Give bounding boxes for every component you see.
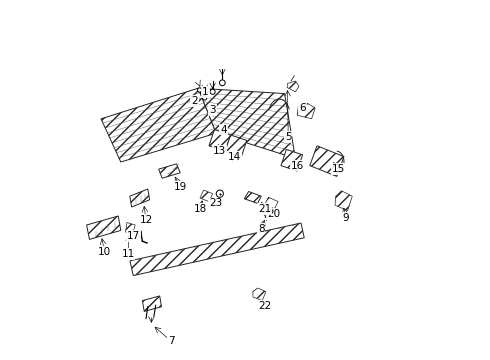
Polygon shape (200, 190, 213, 202)
Polygon shape (335, 191, 352, 211)
Polygon shape (297, 103, 315, 119)
Text: 3: 3 (209, 105, 216, 115)
Text: 4: 4 (220, 125, 227, 135)
Text: 13: 13 (213, 146, 226, 156)
Text: 19: 19 (173, 182, 187, 192)
Polygon shape (281, 149, 303, 171)
Text: 16: 16 (291, 161, 304, 171)
Polygon shape (310, 146, 344, 176)
Circle shape (210, 89, 215, 94)
Text: 11: 11 (122, 249, 135, 259)
Circle shape (220, 80, 225, 86)
Text: 23: 23 (209, 198, 222, 208)
Polygon shape (198, 88, 295, 158)
Polygon shape (101, 88, 216, 162)
Polygon shape (159, 164, 180, 178)
Polygon shape (209, 130, 231, 151)
Text: 10: 10 (98, 247, 111, 257)
Polygon shape (245, 192, 261, 203)
Circle shape (202, 96, 207, 100)
Text: 7: 7 (168, 336, 174, 346)
Text: 21: 21 (258, 204, 271, 214)
Polygon shape (125, 222, 135, 234)
Polygon shape (143, 296, 162, 311)
Text: 5: 5 (285, 132, 292, 142)
Polygon shape (265, 197, 278, 209)
Polygon shape (130, 189, 149, 207)
Text: 18: 18 (194, 204, 207, 214)
Text: 17: 17 (127, 231, 140, 241)
Text: 22: 22 (258, 301, 271, 311)
Text: 9: 9 (343, 213, 349, 223)
Polygon shape (253, 288, 266, 301)
Text: 20: 20 (267, 209, 280, 219)
Text: 15: 15 (332, 164, 345, 174)
Text: 12: 12 (139, 215, 152, 225)
Text: 6: 6 (299, 103, 306, 113)
Circle shape (197, 88, 202, 92)
Polygon shape (225, 135, 247, 157)
Polygon shape (287, 81, 299, 92)
Text: 8: 8 (258, 224, 265, 234)
Polygon shape (130, 223, 304, 276)
Circle shape (216, 190, 223, 197)
Text: 14: 14 (227, 152, 241, 162)
Text: 2: 2 (191, 96, 198, 106)
Polygon shape (87, 216, 121, 239)
Text: 1: 1 (202, 87, 209, 97)
